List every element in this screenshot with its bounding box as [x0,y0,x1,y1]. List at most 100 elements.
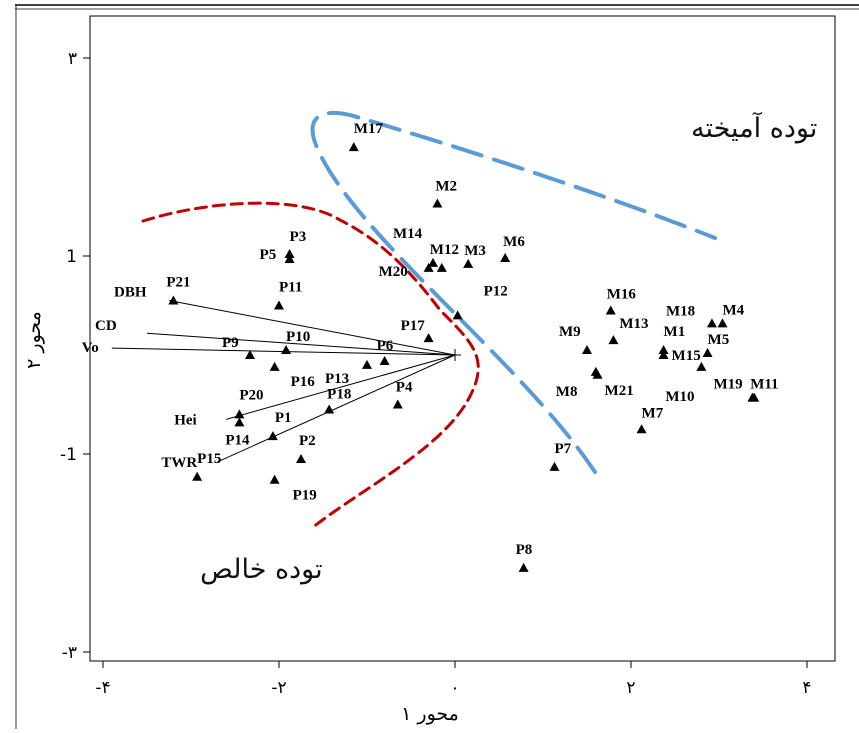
pure-stand-outline [141,201,480,530]
point-marker-p9 [244,350,255,359]
vector-label-dbh: DBH [114,285,147,301]
point-label-m14: M14 [393,226,423,242]
point-label-m6: M6 [503,234,525,250]
point-label-m9: M9 [559,324,581,340]
y-tick-label: -۳ [62,643,77,663]
vector-layer: DBH CD Vo Hei TWR [82,285,461,471]
point-label-m8: M8 [556,384,578,400]
point-marker-m18 [706,318,717,328]
point-label-p2: P2 [299,433,316,449]
x-tick-label: -۲ [271,678,286,698]
point-label-m16: M16 [607,286,637,302]
point-label-m7: M7 [642,405,664,421]
mixed-stand-outline [310,111,717,474]
point-label-m13: M13 [619,316,648,332]
vector-label-twr: TWR [161,455,197,471]
point-label-m1: M1 [664,324,686,340]
vector-line-cd [146,332,456,356]
point-layer: M17 M2 M14 M12 M20 M3 M6 P5 P3 P21 P11 P12 P17 P10 P9 P… [166,121,779,572]
point-marker-m11 [749,392,760,402]
point-marker-p2 [296,453,306,463]
point-label-p14: P14 [225,432,250,448]
point-marker-p4 [392,399,403,409]
vector-line-hei [226,354,456,420]
x-tick-label: ۲ [626,678,635,698]
point-label-p17: P17 [401,318,426,334]
vector-label-hei: Hei [174,412,197,428]
point-marker-p6 [379,355,390,365]
point-label-p15: P15 [197,451,221,467]
x-tick-label: ۴ [802,678,811,698]
point-label-m5: M5 [708,332,730,348]
point-marker-m7 [636,424,647,434]
point-marker-p10 [281,345,292,355]
x-tick-label: -۴ [95,678,110,698]
point-label-m11: M11 [750,377,778,393]
point-marker-p18 [324,404,335,414]
point-label-p10: P10 [286,329,310,345]
x-tick-label: ۰ [450,678,459,698]
point-label-p5: P5 [260,247,277,263]
x-axis-title: محور ۱ [401,703,459,725]
point-label-p8: P8 [516,542,533,558]
point-label-m2: M2 [435,179,457,195]
vector-label-cd: CD [95,318,117,334]
point-marker-m13 [608,335,619,345]
y-tick-label: 1 [66,247,77,267]
point-marker-m14 [428,257,438,267]
point-label-p21: P21 [166,275,190,291]
axes-layer: -۴ -۲ ۰ ۲ ۴ ۳ 1 -1 -۳ [60,49,812,698]
point-label-p20: P20 [239,387,263,403]
point-label-m15: M15 [672,348,701,364]
point-marker-m10 [696,361,707,371]
point-label-p13: P13 [325,371,349,387]
point-label-p1: P1 [275,410,292,426]
point-label-m4: M4 [723,302,745,318]
point-marker-m3 [463,258,474,268]
point-marker-p16 [269,361,280,371]
mixed-stand-label: توده آمیخته [691,112,817,144]
point-marker-p12 [452,310,463,320]
point-label-m20: M20 [379,264,408,280]
point-marker-p19 [269,474,280,484]
point-label-p7: P7 [554,441,571,457]
point-marker-p11 [274,300,284,310]
point-label-m12: M12 [430,242,459,258]
point-marker-p3 [284,249,295,259]
point-label-m10: M10 [665,389,694,405]
point-label-m3: M3 [464,243,486,259]
vector-line-twr [217,354,456,463]
point-label-p3: P3 [290,229,307,245]
point-marker-p15 [192,471,203,481]
point-marker-p8 [518,562,529,572]
point-marker-p21 [168,295,179,305]
point-label-m21: M21 [605,383,634,399]
point-marker-m21 [592,369,603,379]
y-tick-label: ۳ [68,49,77,69]
point-label-m17: M17 [354,121,384,137]
y-tick-label: -1 [60,445,77,465]
point-marker-m6 [500,252,511,262]
point-marker-p17 [423,333,434,343]
point-marker-m20 [423,262,434,272]
point-marker-m9 [582,345,592,355]
pure-stand-label: توده خالص [200,554,322,585]
point-marker-p1 [267,431,278,441]
point-label-p16: P16 [291,374,316,390]
point-label-p18: P18 [327,386,351,402]
point-marker-p13 [362,359,372,369]
point-marker-m16 [605,305,616,315]
y-axis-title: محور ۲ [23,311,45,369]
point-marker-p20 [234,409,245,419]
point-marker-p14 [234,417,245,427]
point-marker-m12 [436,262,447,272]
region-layer: توده آمیخته توده خالص [141,111,817,585]
point-label-p9: P9 [222,335,239,351]
point-marker-m4 [717,318,728,328]
point-marker-p7 [549,461,560,471]
vector-line-dbh [168,300,456,356]
vector-label-vo: Vo [82,340,99,356]
point-marker-p5 [284,253,295,263]
